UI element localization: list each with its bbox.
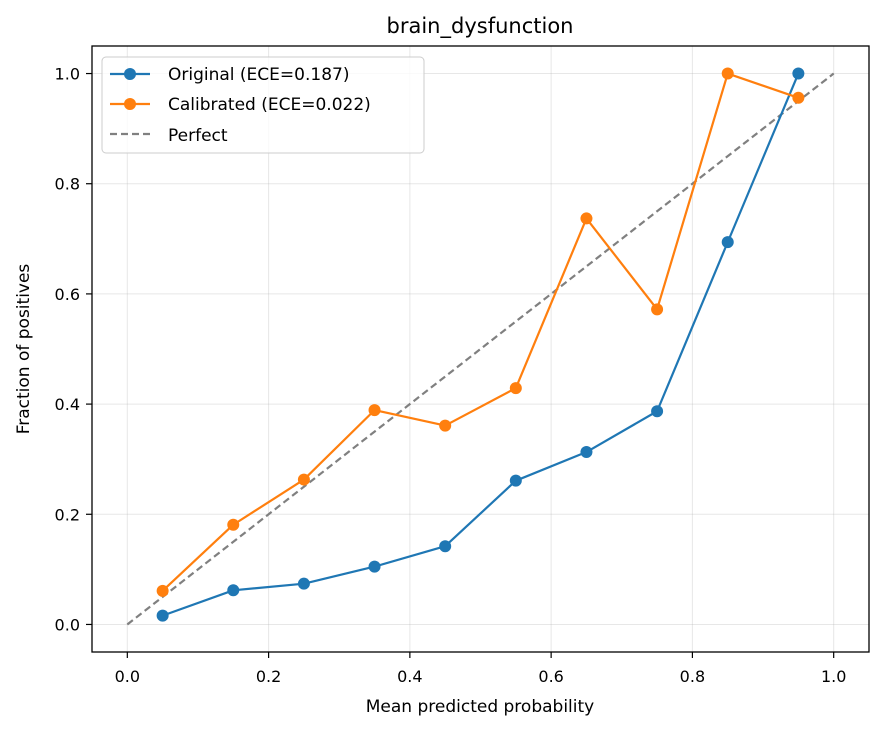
- x-tick-label: 0.6: [538, 667, 563, 686]
- legend-marker-calibrated: [124, 98, 136, 110]
- perfect-calibration-line: [126, 72, 835, 626]
- legend-label-perfect: Perfect: [168, 126, 228, 146]
- data-point: [792, 67, 805, 80]
- x-axis-label: Mean predicted probability: [366, 697, 594, 717]
- legend-marker-original: [124, 68, 136, 80]
- x-tick-label: 0.2: [256, 667, 281, 686]
- series-1: [156, 67, 805, 597]
- data-point: [439, 540, 452, 553]
- y-tick-label: 0.0: [55, 615, 80, 634]
- x-tick-label: 0.4: [397, 667, 422, 686]
- data-point: [227, 584, 240, 597]
- data-point: [509, 382, 522, 395]
- data-point: [297, 577, 310, 590]
- chart-title: brain_dysfunction: [387, 14, 574, 39]
- data-point: [156, 584, 169, 597]
- y-tick-label: 0.2: [55, 505, 80, 524]
- y-axis-label: Fraction of positives: [14, 264, 34, 435]
- plot-frame: [91, 45, 870, 653]
- data-point: [227, 518, 240, 531]
- data-point: [580, 446, 593, 459]
- data-point: [721, 67, 734, 80]
- y-tick-label: 0.4: [55, 395, 80, 414]
- legend-label-calibrated: Calibrated (ECE=0.022): [168, 95, 371, 115]
- data-point: [297, 473, 310, 486]
- data-point: [721, 236, 734, 249]
- y-tick-label: 0.6: [55, 285, 80, 304]
- data-point: [439, 419, 452, 432]
- legend: Original (ECE=0.187) Calibrated (ECE=0.0…: [101, 56, 425, 154]
- x-tick-label: 0.8: [680, 667, 705, 686]
- data-point: [651, 405, 664, 418]
- data-point: [580, 212, 593, 225]
- y-tick-label: 1.0: [55, 65, 80, 84]
- data-point: [156, 609, 169, 622]
- legend-label-original: Original (ECE=0.187): [168, 65, 349, 85]
- series-0: [156, 67, 805, 622]
- y-tick-label: 0.8: [55, 175, 80, 194]
- series-line: [162, 73, 800, 617]
- data-point: [651, 303, 664, 316]
- legend-box: [101, 56, 425, 154]
- series-layer: [156, 67, 805, 622]
- data-point: [368, 560, 381, 573]
- ticks: 0.0 0.2 0.4 0.6 0.8 1.0 0.0 0.2 0.4 0.6 0.8 1.0: [55, 65, 847, 686]
- series-line: [161, 72, 799, 592]
- perfect-line-layer: [126, 72, 835, 626]
- data-point: [509, 474, 522, 487]
- data-point: [792, 91, 805, 104]
- x-tick-label: 0.0: [115, 667, 140, 686]
- x-tick-label: 1.0: [821, 667, 846, 686]
- data-point: [368, 404, 381, 417]
